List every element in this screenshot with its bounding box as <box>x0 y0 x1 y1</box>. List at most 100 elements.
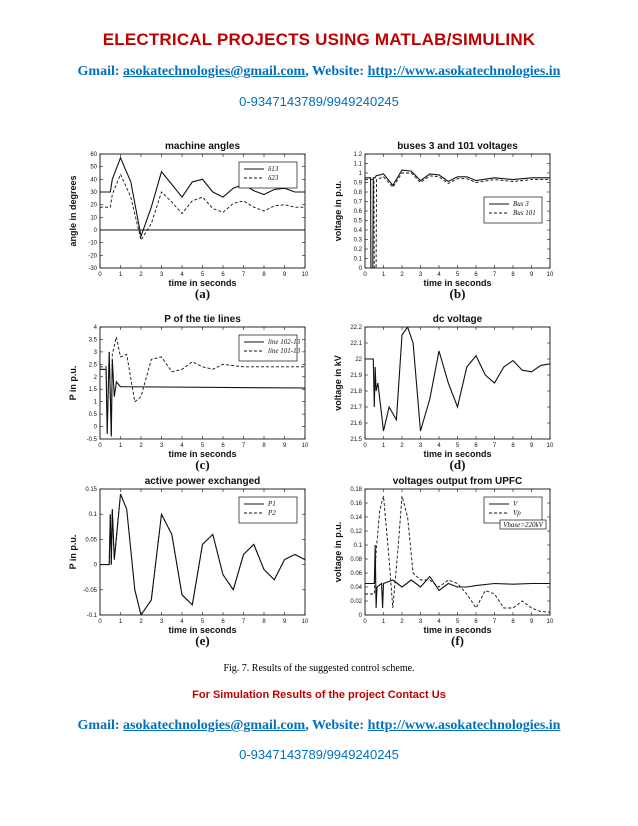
annotation-box <box>499 519 547 530</box>
y-tick-label: 21.5 <box>350 437 362 443</box>
legend-entry: Bus 101 <box>513 209 536 217</box>
legend-box <box>238 334 298 362</box>
x-tick-label: 2 <box>139 619 143 625</box>
legend-entry: line 102-13 <box>268 338 301 346</box>
x-tick-label: 4 <box>437 272 441 278</box>
chart-title: buses 3 and 101 voltages <box>397 141 518 152</box>
email-link[interactable]: asokatechnologies@gmail.com <box>123 64 306 79</box>
contact-line: Gmail: asokatechnologies@gmail.com, Webs… <box>0 64 638 80</box>
x-tick-label: 1 <box>119 272 123 278</box>
x-tick-label: 2 <box>139 443 143 449</box>
y-axis-label: angle in degrees <box>68 175 78 246</box>
x-tick-label: 6 <box>221 272 225 278</box>
chart-title: active power exchanged <box>145 476 261 487</box>
panel-label: (d) <box>450 457 466 472</box>
footer-website-link[interactable]: http://www.asokatechnologies.in <box>367 718 561 733</box>
y-tick-label: 0.5 <box>354 219 363 225</box>
x-tick-label: 8 <box>262 443 266 449</box>
y-tick-label: 0.2 <box>354 247 363 253</box>
y-tick-label: 3.5 <box>89 337 98 343</box>
chart-panel-2: buses 3 and 101 voltages 0 1 2 3 4 5 6 7 8 9 10 0 0.1… <box>333 141 554 301</box>
x-tick-label: 5 <box>201 619 205 625</box>
y-tick-label: 0.12 <box>350 529 362 535</box>
y-tick-label: 0.7 <box>354 200 363 206</box>
x-tick-label: 0 <box>363 443 367 449</box>
x-tick-label: 9 <box>530 272 534 278</box>
legend-entry: Vp <box>513 509 521 517</box>
legend-box <box>483 496 543 524</box>
x-tick-label: 0 <box>363 272 367 278</box>
chart-panel-4: dc voltage 0 1 2 3 4 5 6 7 8 9 10 21.5 21.6 21.7 21.8 21… <box>333 314 554 472</box>
x-tick-label: 1 <box>119 619 123 625</box>
y-tick-label: 3 <box>94 350 98 356</box>
chart-title: machine angles <box>165 141 240 152</box>
y-tick-label: 0.5 <box>89 412 98 418</box>
x-tick-label: 5 <box>201 443 205 449</box>
gmail-label: Gmail: <box>77 64 124 79</box>
y-axis-label: voltage in kV <box>333 355 343 411</box>
series-line-1 <box>365 544 550 609</box>
x-tick-label: 2 <box>400 619 404 625</box>
y-tick-label: 20 <box>90 203 97 209</box>
chart-title: P of the tie lines <box>164 314 241 325</box>
x-tick-label: 10 <box>547 272 554 278</box>
page-header: ELECTRICAL PROJECTS USING MATLAB/SIMULIN… <box>0 30 638 109</box>
x-tick-label: 4 <box>180 272 184 278</box>
chart-title: dc voltage <box>433 314 483 325</box>
panel-label: (a) <box>195 286 210 301</box>
x-tick-label: 9 <box>283 272 287 278</box>
x-axis-label: time in seconds <box>168 278 236 288</box>
y-tick-label: -10 <box>88 241 97 247</box>
series-line-2 <box>365 172 550 268</box>
y-tick-label: 0.1 <box>89 512 98 518</box>
y-tick-label: 0.05 <box>85 537 97 543</box>
x-tick-label: 5 <box>456 619 460 625</box>
x-tick-label: 4 <box>180 443 184 449</box>
legend-entry: δ13 <box>268 165 279 173</box>
footer-phone-number: 0-9347143789/9949240245 <box>239 747 399 762</box>
y-tick-label: 0.1 <box>354 257 363 263</box>
contact-cta: For Simulation Results of the project Co… <box>192 689 446 701</box>
series-line-2 <box>100 493 305 615</box>
y-tick-label: 60 <box>90 152 97 158</box>
x-tick-label: 5 <box>456 272 460 278</box>
x-tick-label: 5 <box>201 272 205 278</box>
series-line-2 <box>100 336 305 435</box>
panel-label: (e) <box>195 633 209 648</box>
legend-entry: Bus 3 <box>513 200 529 208</box>
x-tick-label: 8 <box>262 272 266 278</box>
x-tick-label: 0 <box>363 619 367 625</box>
x-axis-label: time in seconds <box>168 625 236 635</box>
series-line-1 <box>100 156 305 239</box>
chart-panel-5: active power exchanged 0 1 2 3 4 5 6 7 8 9 10 -0.1 -0… <box>68 476 309 648</box>
chart-title: voltages output from UPFC <box>393 476 522 487</box>
legend-entry: P2 <box>267 509 276 517</box>
panel-label: (b) <box>450 286 466 301</box>
x-tick-label: 1 <box>382 272 386 278</box>
website-link[interactable]: http://www.asokatechnologies.in <box>367 64 561 79</box>
y-tick-label: 21.8 <box>350 389 362 395</box>
series-line-1 <box>365 327 550 432</box>
x-tick-label: 10 <box>302 619 309 625</box>
footer-email-link[interactable]: asokatechnologies@gmail.com <box>123 718 306 733</box>
y-tick-label: 0.06 <box>350 571 362 577</box>
x-tick-label: 4 <box>437 619 441 625</box>
figure-7: machine angles 0 1 2 3 4 5 6 7 8 9 10 -30 -20 -10 0 10 20… <box>52 128 592 653</box>
x-tick-label: 9 <box>530 619 534 625</box>
x-tick-label: 1 <box>119 443 123 449</box>
y-tick-label: 0.8 <box>354 190 363 196</box>
x-tick-label: 7 <box>493 272 497 278</box>
footer-website-label: , Website: <box>305 718 368 733</box>
x-axis-label: time in seconds <box>423 449 491 459</box>
y-tick-label: 22.2 <box>350 325 362 331</box>
x-axis-label: time in seconds <box>423 625 491 635</box>
y-tick-label: 4 <box>94 325 98 331</box>
x-tick-label: 8 <box>511 272 515 278</box>
figure-caption: Fig. 7. Results of the suggested control… <box>223 663 415 674</box>
x-tick-label: 6 <box>221 443 225 449</box>
